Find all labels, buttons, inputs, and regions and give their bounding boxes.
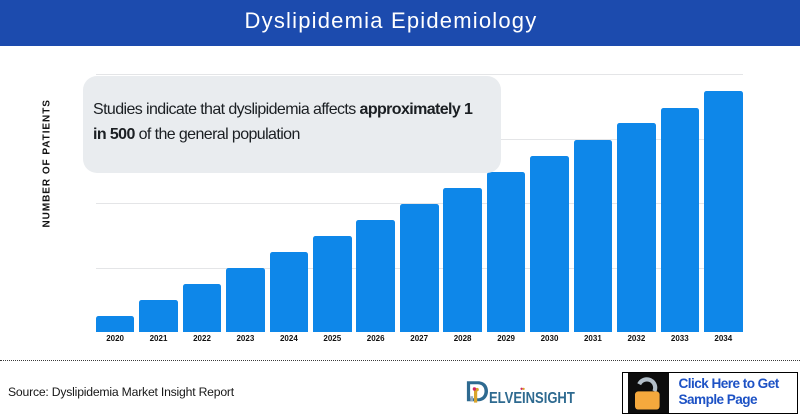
svg-text:ELVEINSIGHT: ELVEINSIGHT — [489, 390, 575, 407]
